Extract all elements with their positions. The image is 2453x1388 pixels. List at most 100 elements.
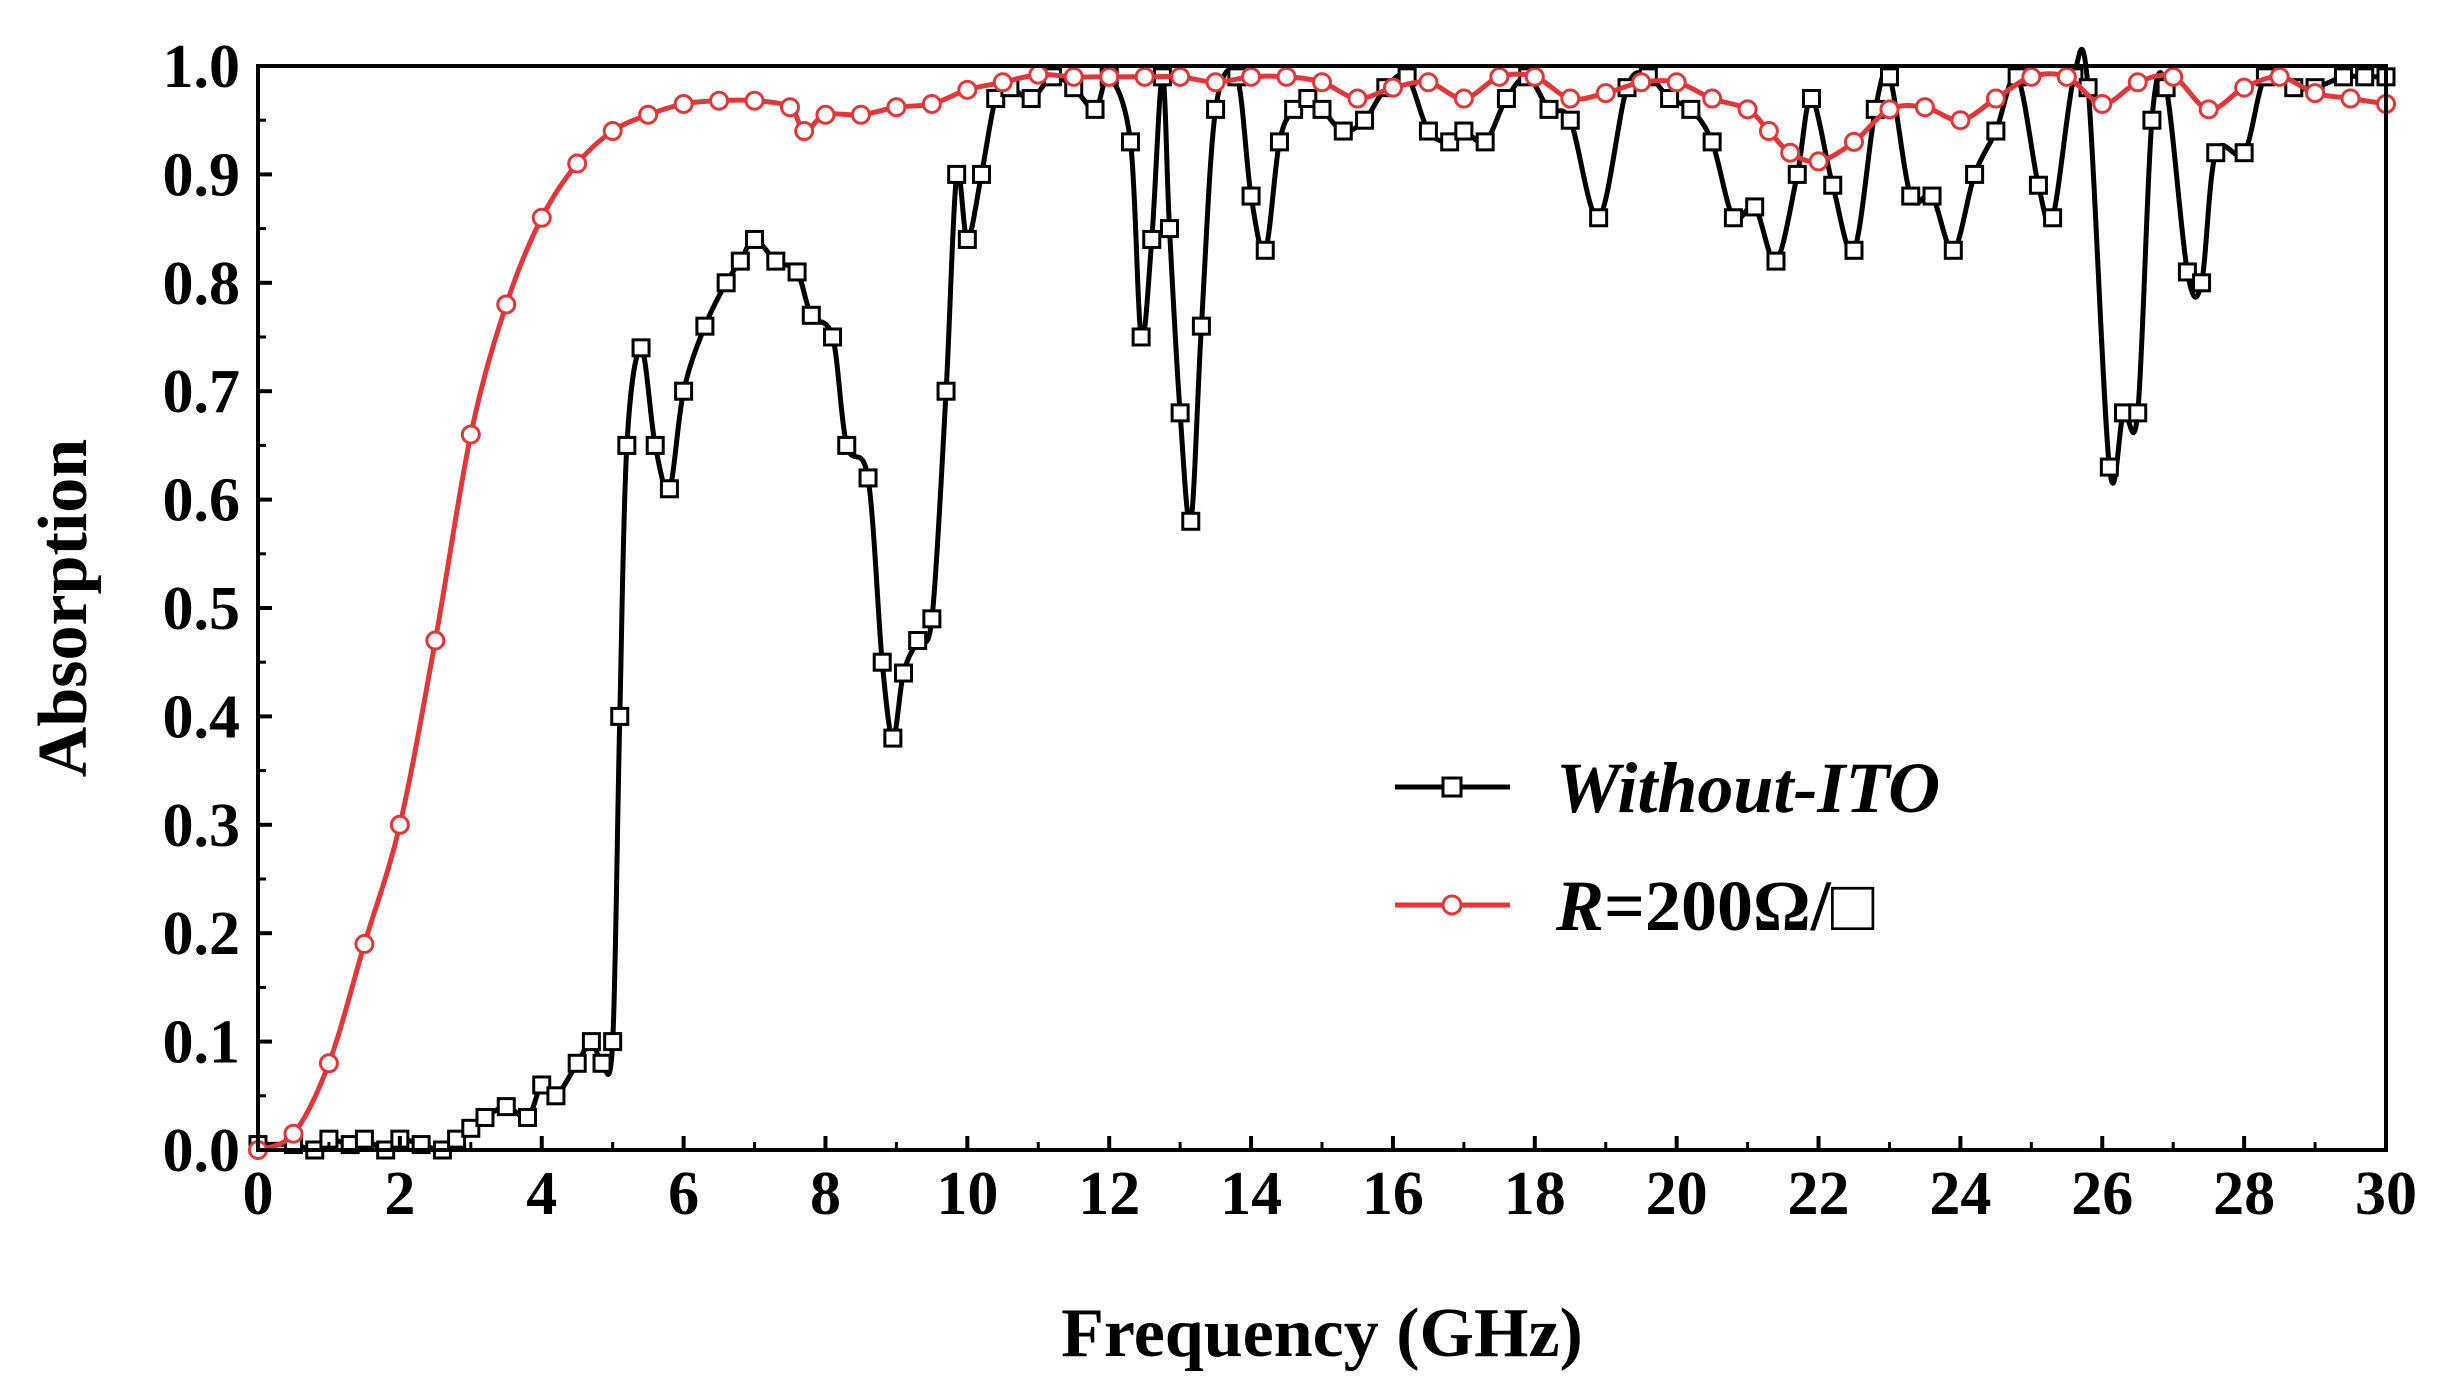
data-point-circle <box>2234 77 2255 98</box>
data-point-circle <box>602 121 623 142</box>
data-point-square <box>1159 219 1179 239</box>
y-tick-label: 0.7 <box>163 358 241 426</box>
data-point-square <box>947 164 967 184</box>
data-point-circle <box>1879 99 1900 120</box>
data-point-square <box>1355 110 1375 130</box>
data-point-circle <box>815 104 836 125</box>
data-point-square <box>354 1129 374 1149</box>
data-point-square <box>475 1107 495 1127</box>
data-point-circle <box>531 207 552 228</box>
data-point-square <box>1901 186 1921 206</box>
data-point-circle <box>673 93 694 114</box>
data-point-square <box>801 305 821 325</box>
data-point-circle <box>389 814 410 835</box>
tick-layer: 0 2 4 6 8 10 12 14 16 18 20 22 24 26 28 300.00.10.20.30… <box>163 33 2418 1228</box>
y-tick-label: 0.8 <box>163 250 241 318</box>
x-tick-label: 20 <box>1646 1160 1708 1228</box>
data-point-square <box>695 316 715 336</box>
data-point-square <box>2234 143 2254 163</box>
data-point-circle <box>1950 110 1971 131</box>
data-point-circle <box>1666 72 1687 93</box>
data-point-circle <box>496 294 517 315</box>
data-point-square <box>1170 403 1190 423</box>
data-point-square <box>496 1097 516 1117</box>
data-point-circle <box>1595 83 1616 104</box>
data-point-square <box>1702 132 1722 152</box>
data-point-circle <box>1844 131 1864 152</box>
data-point-square <box>1312 99 1332 119</box>
data-point-square <box>567 1053 587 1073</box>
data-point-circle <box>2163 66 2184 87</box>
data-point-square <box>1120 132 1140 152</box>
data-point-circle <box>1489 66 1510 87</box>
data-point-square <box>716 273 736 293</box>
data-point-square <box>2355 67 2375 87</box>
x-tick-label: 28 <box>2213 1160 2275 1228</box>
data-point-circle <box>1758 121 1779 142</box>
y-tick-label: 0.4 <box>163 683 241 751</box>
data-point-square <box>972 164 992 184</box>
data-point-square <box>823 327 843 347</box>
data-point-square <box>908 631 928 651</box>
x-tick-label: 4 <box>526 1160 557 1228</box>
data-point-square <box>1454 121 1474 141</box>
data-point-circle <box>1985 88 2006 109</box>
x-tick-label: 30 <box>2355 1160 2417 1228</box>
data-point-square <box>2333 67 2353 87</box>
data-point-square <box>1269 132 1289 152</box>
data-point-square <box>883 728 903 748</box>
data-point-circle <box>1631 72 1652 93</box>
data-point-circle <box>1276 66 1297 87</box>
data-point-circle <box>460 424 481 445</box>
data-point-circle <box>2269 66 2290 87</box>
data-point-square <box>1681 99 1701 119</box>
y-tick-label: 0.1 <box>163 1009 241 1077</box>
data-point-square <box>1922 186 1942 206</box>
data-point-circle <box>1241 66 1262 87</box>
data-point-circle <box>567 153 588 174</box>
data-point-circle <box>318 1053 339 1074</box>
data-point-square <box>1745 197 1765 217</box>
data-point-circle <box>886 97 907 118</box>
data-point-square <box>872 652 892 672</box>
x-tick-label: 10 <box>936 1160 998 1228</box>
data-point-square <box>2028 175 2048 195</box>
data-point-square <box>766 251 786 271</box>
data-point-square <box>1986 121 2006 141</box>
x-tick-label: 14 <box>1220 1160 1282 1228</box>
data-point-square <box>1560 110 1580 130</box>
x-tick-label: 0 <box>243 1160 274 1228</box>
data-point-square <box>1085 99 1105 119</box>
data-point-square <box>936 381 956 401</box>
data-point-circle <box>2305 83 2326 104</box>
data-point-square <box>837 435 857 455</box>
data-point-square <box>1823 175 1843 195</box>
data-point-circle <box>1914 97 1935 118</box>
data-point-square <box>1181 511 1201 531</box>
data-point-square <box>603 1032 623 1052</box>
data-point-square <box>1284 99 1304 119</box>
data-point-square <box>730 251 750 271</box>
data-point-circle <box>1453 88 1474 109</box>
data-point-circle <box>283 1123 304 1144</box>
data-point-square <box>532 1075 552 1095</box>
data-point-square <box>674 381 694 401</box>
data-point-square <box>447 1129 467 1149</box>
data-point-square <box>1879 67 1899 87</box>
data-point-square <box>1241 186 1261 206</box>
data-point-square <box>2043 208 2063 228</box>
data-point-square <box>1589 208 1609 228</box>
x-tick-label: 12 <box>1078 1160 1140 1228</box>
y-tick-label: 0.3 <box>163 792 241 860</box>
y-tick-label: 0.2 <box>163 900 241 968</box>
data-point-circle <box>1099 66 1120 87</box>
series-layer <box>248 46 2396 1160</box>
data-point-square <box>2177 262 2197 282</box>
data-point-square <box>2099 457 2119 477</box>
data-point-square <box>518 1107 538 1127</box>
data-point-square <box>1333 121 1353 141</box>
data-point-square <box>1418 121 1438 141</box>
data-point-circle <box>1702 88 1723 109</box>
y-tick-label: 0.5 <box>163 575 241 643</box>
